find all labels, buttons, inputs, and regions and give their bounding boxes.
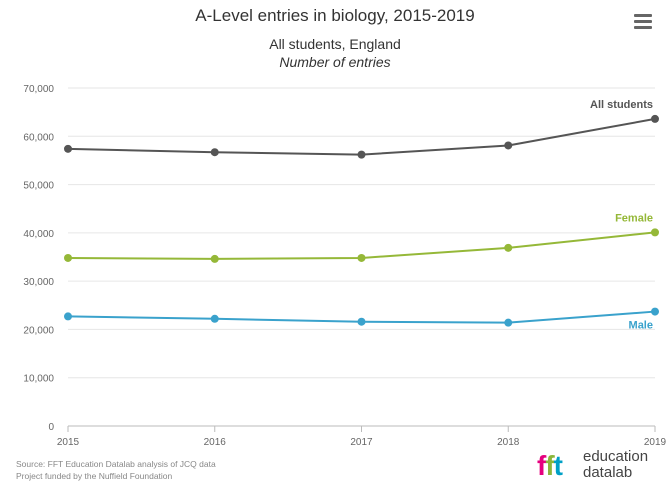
x-tick-label: 2017 <box>350 437 373 448</box>
y-tick-label: 60,000 <box>23 132 54 143</box>
data-point-all-students <box>64 144 72 153</box>
menu-icon[interactable] <box>634 14 652 30</box>
chart-title: A-Level entries in biology, 2015-2019 <box>195 6 475 25</box>
y-tick-label: 70,000 <box>23 84 54 95</box>
y-tick-label: 40,000 <box>23 229 54 240</box>
education-datalab-logo: fft education datalab <box>537 448 667 484</box>
series-label-female: Female <box>615 212 653 224</box>
y-tick-label: 30,000 <box>23 277 54 288</box>
y-tick-label: 20,000 <box>23 325 54 336</box>
logo-wordmark: education datalab <box>583 448 649 481</box>
source-note: Source: FFT Education Datalab analysis o… <box>16 459 216 469</box>
data-point-all-students <box>651 114 659 123</box>
data-point-male <box>210 314 219 323</box>
data-point-all-students <box>357 150 366 159</box>
data-point-female <box>357 253 366 262</box>
data-point-male <box>357 317 366 326</box>
data-point-male <box>504 318 513 327</box>
x-tick-label: 2018 <box>497 437 520 448</box>
fft-logo-mark: fft <box>537 450 563 481</box>
series-label-male: Male <box>629 320 653 332</box>
x-tick-label: 2019 <box>644 437 667 448</box>
data-point-male <box>651 307 659 316</box>
series-label-all-students: All students <box>590 99 653 111</box>
data-point-female <box>64 253 72 262</box>
x-tick-label: 2016 <box>204 437 227 448</box>
data-point-female <box>210 254 219 263</box>
y-tick-label: 10,000 <box>23 374 54 385</box>
data-point-all-students <box>504 141 513 150</box>
x-tick-label: 2015 <box>57 437 80 448</box>
chart-subtitle-units: Number of entries <box>279 54 391 70</box>
y-tick-label: 0 <box>48 422 54 433</box>
funding-note: Project funded by the Nuffield Foundatio… <box>16 471 173 481</box>
footer: Source: FFT Education Datalab analysis o… <box>16 458 216 482</box>
data-point-female <box>651 228 659 237</box>
y-tick-label: 50,000 <box>23 181 54 192</box>
data-point-male <box>64 312 72 321</box>
data-point-female <box>504 243 513 252</box>
data-point-all-students <box>210 148 219 157</box>
chart-subtitle: All students, England <box>269 36 401 52</box>
